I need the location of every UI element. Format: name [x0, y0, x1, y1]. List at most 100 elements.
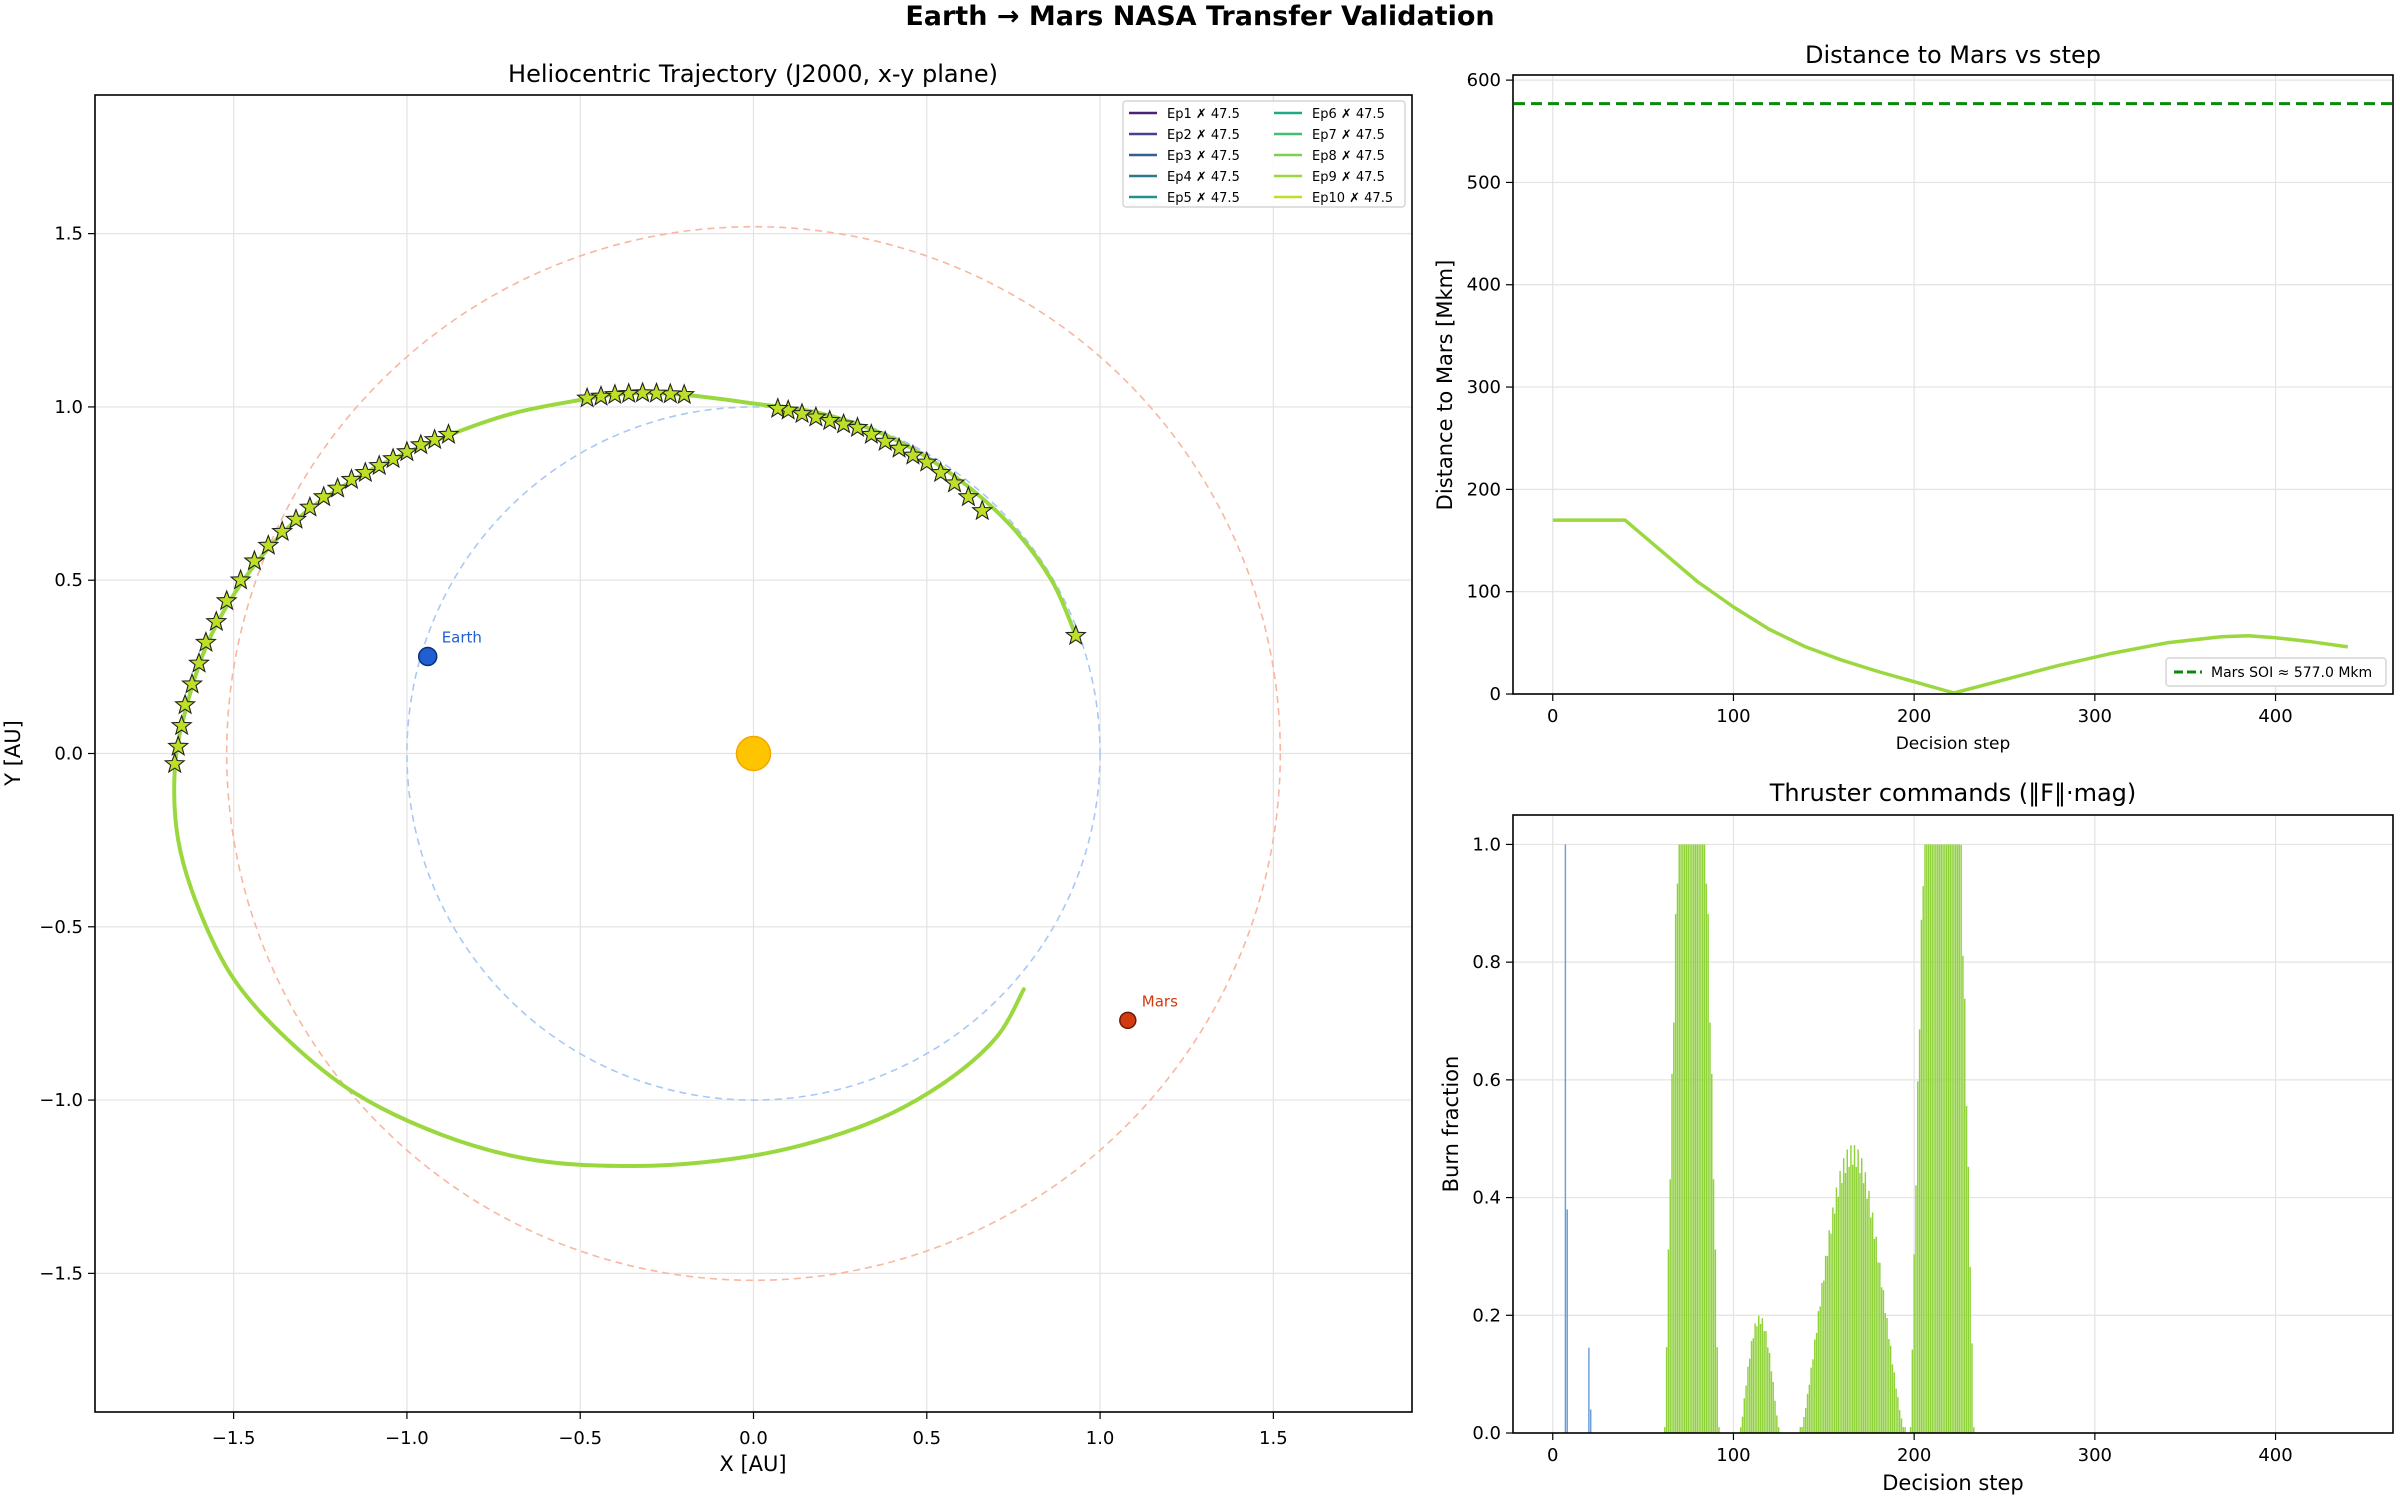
star-marker — [167, 735, 190, 756]
burn-bar — [1680, 844, 1682, 1433]
burn-bar — [1964, 998, 1966, 1433]
bodies: Earth Mars — [417, 628, 1178, 1030]
burn-bar — [1945, 844, 1948, 1433]
thruster-ticks: 0 100 200 300 400 0.0 0.2 0.4 0.6 0.8 1.0 — [1472, 834, 2292, 1466]
star-marker — [901, 443, 924, 465]
legend-label: Ep3 ✗ 47.5 — [1167, 149, 1240, 164]
star-marker — [243, 549, 266, 571]
burn-bar — [1815, 1332, 1818, 1433]
y-tick-label: 0 — [1490, 684, 1501, 705]
trajectory-panel: Heliocentric Trajectory (J2000, x-y plan… — [1, 60, 1413, 1476]
burn-bar — [1900, 1418, 1903, 1433]
mars-orbit — [225, 225, 1282, 1282]
star-marker — [860, 423, 883, 444]
legend-label: Ep9 ✗ 47.5 — [1312, 170, 1385, 185]
legend-label: Ep5 ✗ 47.5 — [1167, 191, 1240, 206]
burn-bar — [1776, 1415, 1778, 1433]
burn-bar — [1588, 1347, 1590, 1433]
burn-bar — [1768, 1352, 1771, 1433]
thruster-ylabel: Burn fraction — [1439, 1056, 1463, 1193]
thruster-frame — [1512, 814, 2394, 1434]
burn-bar — [1853, 1145, 1856, 1433]
burn-bar — [1844, 1172, 1847, 1433]
star-marker — [846, 416, 869, 438]
x-tick-label: −0.5 — [558, 1428, 602, 1449]
burn-bar — [1917, 1081, 1919, 1433]
burn-bar — [1951, 844, 1953, 1433]
burn-bar — [1884, 1313, 1886, 1433]
burn-bar — [1880, 1287, 1883, 1433]
star-marker — [437, 423, 460, 444]
burn-bar — [1671, 1073, 1673, 1433]
star-marker — [163, 752, 186, 774]
burn-bar — [1848, 1166, 1850, 1433]
burn-bar — [1689, 844, 1691, 1433]
burn-bar — [1915, 1185, 1917, 1433]
burn-bar — [1748, 1358, 1751, 1433]
burn-bar — [1920, 919, 1923, 1433]
burn-bar — [1886, 1318, 1888, 1433]
star-marker — [285, 508, 307, 529]
burn-bar — [1678, 844, 1680, 1433]
star-marker — [170, 714, 193, 736]
burn-bar — [1918, 1029, 1921, 1433]
burn-bar — [1898, 1410, 1901, 1433]
burn-bar — [1754, 1323, 1756, 1433]
distance-panel: Distance to Mars vs step 0 100 200 300 400 0 1… — [1433, 41, 2394, 754]
distance-xlabel: Decision step — [1896, 734, 2011, 754]
burn-bar — [1870, 1217, 1872, 1433]
star-marker — [818, 409, 841, 431]
thruster-panel: Thruster commands (‖F‖·mag) 0 100 200 300 40… — [1439, 779, 2394, 1495]
star-marker — [229, 568, 252, 590]
burn-bar — [1824, 1255, 1827, 1433]
legend-label: Ep10 ✗ 47.5 — [1312, 191, 1393, 206]
burn-bar — [1833, 1213, 1836, 1433]
x-tick-label: 0.5 — [912, 1428, 941, 1449]
burn-bar — [1949, 844, 1952, 1433]
burn-bar — [1700, 844, 1702, 1433]
x-tick-label: 1.5 — [1259, 1428, 1288, 1449]
burn-bar — [1828, 1230, 1830, 1433]
burn-bar — [1752, 1338, 1755, 1433]
burn-bar — [1814, 1339, 1816, 1433]
burn-bar — [1774, 1400, 1776, 1433]
burn-bar — [1967, 1166, 1970, 1433]
star-marker — [590, 384, 612, 406]
burn-bar — [1589, 1409, 1592, 1433]
star-marker — [381, 447, 405, 469]
sun — [735, 735, 772, 772]
burn-bar — [1877, 1262, 1879, 1433]
star-marker — [205, 610, 228, 632]
burn-bar — [1799, 1427, 1802, 1433]
y-tick-label: 0.2 — [1472, 1305, 1501, 1326]
burn-bar — [1958, 844, 1961, 1433]
legend-label: Ep2 ✗ 47.5 — [1167, 128, 1240, 143]
star-marker — [617, 382, 640, 404]
mars — [1119, 1011, 1137, 1030]
star-marker — [673, 383, 696, 405]
burn-bar — [1691, 844, 1693, 1433]
legend-box — [1122, 100, 1406, 208]
burn-bar — [1817, 1311, 1820, 1433]
burn-bar — [1821, 1282, 1823, 1433]
thruster-xlabel: Decision step — [1882, 1471, 2024, 1495]
star-marker — [631, 381, 654, 403]
burn-bar — [1973, 1427, 1975, 1433]
trajectory-ylabel: Y [AU] — [1, 720, 25, 787]
burn-bar — [1665, 1347, 1668, 1433]
burn-bar — [1889, 1345, 1892, 1433]
burn-bar — [1871, 1212, 1874, 1433]
star-marker — [395, 440, 418, 462]
burn-bar — [1888, 1339, 1890, 1433]
burn-bar — [1808, 1384, 1811, 1433]
burn-bar — [1926, 844, 1928, 1433]
burn-bar — [1687, 844, 1689, 1433]
burn-bar — [1924, 844, 1926, 1433]
burn-bar — [1936, 844, 1939, 1433]
x-tick-label: 0.0 — [739, 1428, 768, 1449]
y-tick-label: 1.0 — [54, 397, 83, 418]
burn-bar — [1702, 844, 1704, 1433]
burn-bar — [1935, 844, 1937, 1433]
burn-bar — [1826, 1256, 1829, 1433]
burn-bar — [1716, 1347, 1718, 1433]
